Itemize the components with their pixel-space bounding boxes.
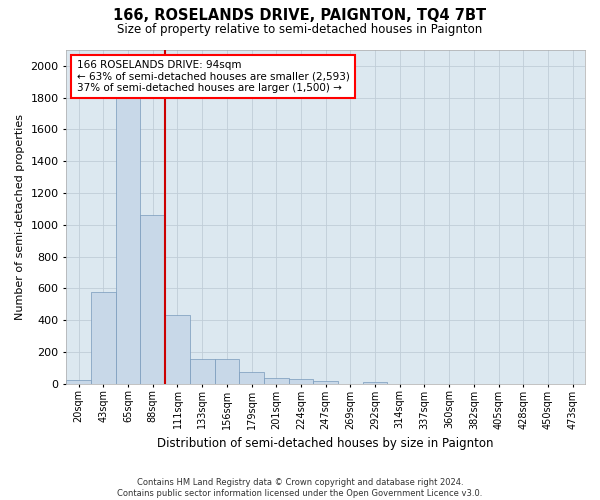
Bar — [116, 85, 140, 384]
Bar — [313, 380, 338, 384]
Bar — [264, 378, 289, 384]
Bar — [190, 359, 215, 384]
X-axis label: Distribution of semi-detached houses by size in Paignton: Distribution of semi-detached houses by … — [157, 437, 494, 450]
Bar — [67, 380, 91, 384]
Text: 166 ROSELANDS DRIVE: 94sqm
← 63% of semi-detached houses are smaller (2,593)
37%: 166 ROSELANDS DRIVE: 94sqm ← 63% of semi… — [77, 60, 350, 93]
Bar — [239, 372, 264, 384]
Bar — [363, 382, 388, 384]
Y-axis label: Number of semi-detached properties: Number of semi-detached properties — [15, 114, 25, 320]
Text: Contains HM Land Registry data © Crown copyright and database right 2024.
Contai: Contains HM Land Registry data © Crown c… — [118, 478, 482, 498]
Bar — [289, 379, 313, 384]
Bar — [140, 216, 165, 384]
Bar — [165, 316, 190, 384]
Bar — [91, 292, 116, 384]
Text: 166, ROSELANDS DRIVE, PAIGNTON, TQ4 7BT: 166, ROSELANDS DRIVE, PAIGNTON, TQ4 7BT — [113, 8, 487, 22]
Bar — [215, 359, 239, 384]
Text: Size of property relative to semi-detached houses in Paignton: Size of property relative to semi-detach… — [118, 22, 482, 36]
